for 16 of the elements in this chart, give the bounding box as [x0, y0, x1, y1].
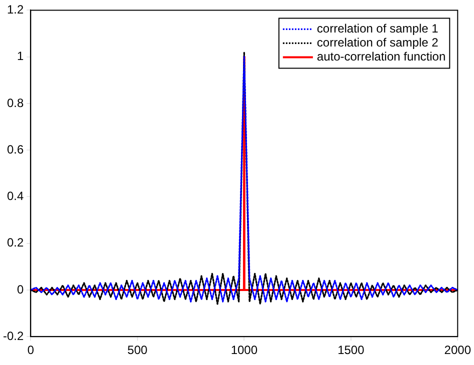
x-tick-label: 1500 [338, 343, 365, 358]
y-tick-label: 1.2 [6, 2, 24, 17]
y-tick-label: 0.4 [6, 189, 24, 204]
y-tick-label: 0.8 [6, 96, 24, 110]
legend-label: correlation of sample 1 [316, 22, 439, 36]
y-tick-label: 0.6 [6, 142, 24, 156]
x-tick-label: 500 [127, 343, 148, 358]
legend-label: auto-correlation function [316, 50, 446, 64]
x-tick-label: 1000 [230, 343, 258, 358]
y-tick-label: 0.2 [6, 236, 24, 250]
y-tick-label: 0 [16, 282, 24, 296]
y-tick-label: -0.2 [2, 328, 24, 343]
x-tick-label: 2000 [444, 343, 472, 358]
y-tick-label: 1 [16, 49, 24, 64]
legend-label: correlation of sample 2 [316, 36, 439, 50]
x-tick-label: 0 [27, 343, 34, 358]
